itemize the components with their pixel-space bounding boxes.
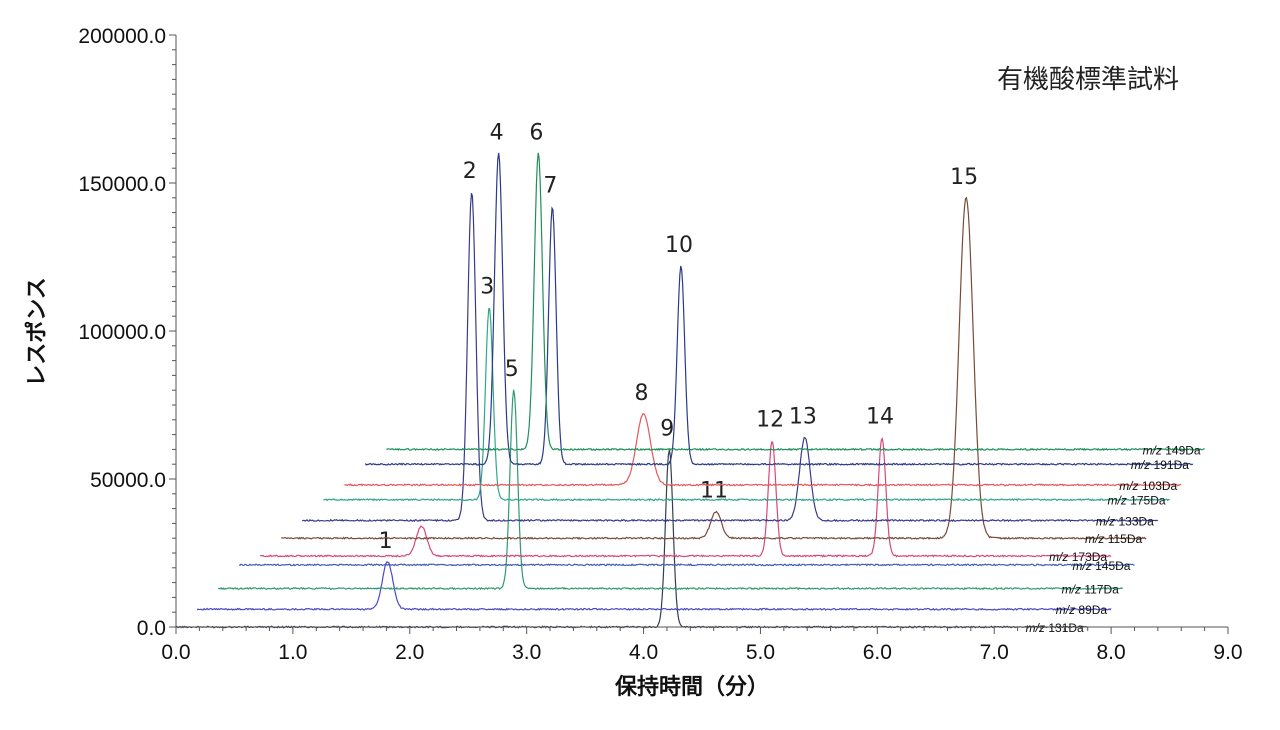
y-tick-label: 100000.0: [78, 321, 166, 344]
peak-number-label: 3: [480, 274, 494, 299]
x-tick-label: 0.0: [161, 641, 190, 664]
peak-number-label: 8: [635, 381, 649, 406]
trace-line: [239, 563, 1135, 567]
trace-line: [386, 152, 1205, 452]
x-tick-label: 8.0: [1097, 641, 1126, 664]
peak-number-label: 10: [665, 233, 693, 258]
chart-title: 有機酸標準試料: [997, 65, 1179, 95]
trace-label: m/z 103Da: [1119, 479, 1177, 493]
x-axis-title: 保持時間（分）: [614, 675, 769, 700]
peak-number-label: 14: [866, 405, 894, 430]
trace-label: m/z 149Da: [1143, 443, 1201, 457]
trace-label: m/z 173Da: [1049, 550, 1107, 564]
peak-number-label: 13: [789, 405, 817, 430]
y-tick-label: 150000.0: [78, 173, 166, 196]
trace-label: m/z 131Da: [1026, 621, 1084, 635]
trace-line: [364, 152, 1194, 466]
trace-line: [344, 413, 1182, 487]
y-axis-title: レスポンス: [24, 277, 50, 387]
peak-number-label: 12: [756, 408, 784, 433]
x-tick-label: 1.0: [278, 641, 307, 664]
trace-line: [196, 560, 1112, 611]
peak-number-label: 6: [529, 120, 543, 145]
x-tick-label: 5.0: [746, 641, 775, 664]
trace-label: m/z 117Da: [1062, 583, 1119, 597]
peak-number-label: 4: [490, 120, 504, 145]
trace-label: m/z 89Da: [1056, 603, 1108, 617]
x-tick-label: 2.0: [395, 641, 424, 664]
trace-line: [281, 196, 1147, 540]
x-tick-label: 3.0: [512, 641, 541, 664]
y-tick-label: 50000.0: [90, 469, 166, 492]
peak-number-label: 1: [379, 529, 393, 554]
trace-label: m/z 175Da: [1108, 494, 1166, 508]
axes-group: 0.0 50000.0 100000.0 150000.0 200000.0 0.0 1.0…: [78, 25, 1242, 664]
trace-line: [217, 389, 1124, 591]
trace-label: m/z 191Da: [1131, 458, 1189, 472]
trace-label: m/z 145Da: [1072, 559, 1130, 573]
x-tick-label: 6.0: [863, 641, 892, 664]
x-tick-label: 9.0: [1213, 641, 1242, 664]
peak-number-label: 5: [505, 357, 519, 382]
trace-line: [259, 437, 1112, 558]
peak-number-label: 2: [463, 159, 477, 184]
peak-number-label: 7: [543, 174, 557, 199]
y-tick-label: 200000.0: [78, 25, 166, 48]
trace-label: m/z 115Da: [1085, 532, 1142, 546]
trace-line: [301, 192, 1159, 523]
trace-label: m/z 133Da: [1096, 514, 1154, 528]
peak-number-label: 9: [660, 416, 674, 441]
trace-line: [323, 308, 1170, 502]
x-tick-label: 7.0: [980, 641, 1009, 664]
x-tick-label: 4.0: [629, 641, 658, 664]
y-tick-label: 0.0: [137, 617, 166, 640]
peak-number-label: 15: [950, 165, 978, 190]
